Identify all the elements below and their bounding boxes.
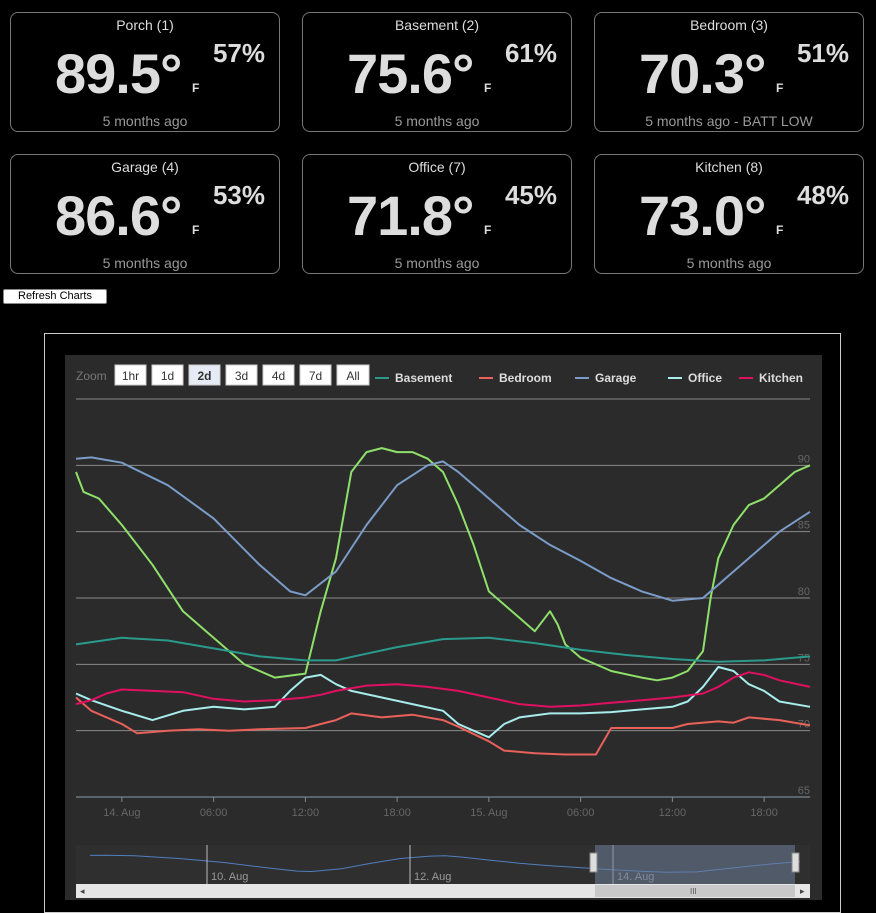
scrollbar-grip-icon: III bbox=[690, 887, 697, 896]
sensor-name: Garage (4) bbox=[111, 159, 179, 175]
sensor-name: Bedroom (3) bbox=[690, 17, 768, 33]
x-tick-label: 14. Aug bbox=[103, 807, 140, 819]
navigator-selection[interactable] bbox=[595, 845, 795, 884]
last-updated: 5 months ago bbox=[102, 113, 188, 129]
temperature-unit: F bbox=[192, 81, 200, 95]
temperature-value: 86.6° bbox=[55, 184, 182, 247]
y-tick-label: 65 bbox=[798, 785, 810, 797]
last-updated: 5 months ago bbox=[686, 255, 772, 271]
last-updated: 5 months ago - BATT LOW bbox=[645, 113, 813, 129]
humidity-value: 53% bbox=[212, 180, 266, 210]
navigator-scrollbar-thumb[interactable] bbox=[595, 885, 795, 897]
temperature-unit: F bbox=[776, 223, 784, 237]
temperature-value: 70.3° bbox=[639, 42, 766, 105]
sensor-card-bedroom: Bedroom (3) 70.3° F 51% 5 months ago - B… bbox=[594, 12, 864, 132]
series-line-basement bbox=[75, 636, 811, 663]
x-tick-label: 12:00 bbox=[659, 807, 687, 819]
navigator-handle-left[interactable] bbox=[589, 852, 598, 873]
humidity-value: 61% bbox=[504, 38, 558, 68]
zoom-button-1d[interactable] bbox=[151, 364, 184, 386]
legend-item-garage[interactable]: Garage bbox=[595, 371, 637, 385]
zoom-button-label: 7d bbox=[309, 369, 322, 383]
zoom-button-1hr[interactable] bbox=[114, 364, 147, 386]
zoom-button-3d[interactable] bbox=[225, 364, 258, 386]
y-tick-label: 90 bbox=[798, 453, 810, 465]
sensor-card-kitchen: Kitchen (8) 73.0° F 48% 5 months ago bbox=[594, 154, 864, 274]
zoom-button-label: 2d bbox=[197, 369, 211, 383]
legend-item-kitchen[interactable]: Kitchen bbox=[759, 371, 803, 385]
temperature-unit: F bbox=[192, 223, 200, 237]
x-tick-label: 12:00 bbox=[292, 807, 320, 819]
last-updated: 5 months ago bbox=[394, 113, 480, 129]
humidity-value: 45% bbox=[504, 180, 558, 210]
temperature-unit: F bbox=[484, 223, 492, 237]
sensor-card-basement: Basement (2) 75.6° F 61% 5 months ago bbox=[302, 12, 572, 132]
chart-legend: Basement Bedroom Garage Office Kitchen bbox=[375, 371, 803, 385]
chart-background bbox=[65, 355, 822, 900]
humidity-value: 48% bbox=[796, 180, 850, 210]
x-tick-label: 06:00 bbox=[200, 807, 228, 819]
legend-item-office[interactable]: Office bbox=[688, 371, 722, 385]
sensor-name: Office (7) bbox=[408, 159, 466, 175]
navigator-handle-right[interactable] bbox=[791, 852, 800, 873]
x-tick-label: 15. Aug bbox=[470, 807, 507, 819]
scroll-right-icon[interactable]: ▸ bbox=[800, 886, 805, 896]
x-tick-label: 18:00 bbox=[383, 807, 411, 819]
x-tick-label: 06:00 bbox=[567, 807, 595, 819]
sensor-card-office: Office (7) 71.8° F 45% 5 months ago bbox=[302, 154, 572, 274]
navigator-tick-label: 10. Aug bbox=[211, 871, 248, 883]
sensor-card-garage: Garage (4) 86.6° F 53% 5 months ago bbox=[10, 154, 280, 274]
refresh-charts-button[interactable]: Refresh Charts bbox=[3, 289, 107, 304]
series-line-office bbox=[75, 666, 811, 739]
navigator-tick-label: 12. Aug bbox=[414, 871, 451, 883]
y-tick-label: 75 bbox=[798, 652, 810, 664]
x-tick-label: 18:00 bbox=[750, 807, 778, 819]
sensor-card-porch: Porch (1) 89.5° F 57% 5 months ago bbox=[10, 12, 280, 132]
zoom-button-label: 4d bbox=[272, 369, 285, 383]
scroll-left-icon[interactable]: ◂ bbox=[80, 886, 85, 896]
temperature-unit: F bbox=[776, 81, 784, 95]
series-line-garage bbox=[75, 456, 811, 602]
sensor-name: Basement (2) bbox=[394, 17, 480, 33]
series-line-bedroom bbox=[75, 696, 811, 756]
temperature-value: 71.8° bbox=[347, 184, 474, 247]
zoom-button-All[interactable] bbox=[336, 364, 370, 386]
zoom-label: Zoom bbox=[76, 369, 107, 383]
humidity-value: 57% bbox=[212, 38, 266, 68]
temperature-value: 75.6° bbox=[347, 42, 474, 105]
zoom-button-label: 1hr bbox=[122, 369, 139, 383]
legend-item-basement[interactable]: Basement bbox=[395, 371, 452, 385]
legend-item-bedroom[interactable]: Bedroom bbox=[499, 371, 552, 385]
zoom-button-label: All bbox=[346, 369, 359, 383]
zoom-buttons: 1hr 1d 2d 3d 4d 7d All bbox=[114, 364, 370, 386]
zoom-button-label: 1d bbox=[161, 369, 174, 383]
zoom-button-7d[interactable] bbox=[299, 364, 332, 386]
chart-grid bbox=[76, 398, 810, 798]
last-updated: 5 months ago bbox=[102, 255, 188, 271]
humidity-value: 51% bbox=[796, 38, 850, 68]
temperature-unit: F bbox=[484, 81, 492, 95]
y-tick-label: 85 bbox=[798, 520, 810, 532]
x-axis-labels: 14. Aug 06:00 12:00 18:00 15. Aug 06:00 12:00 1… bbox=[103, 797, 778, 819]
y-tick-label: 80 bbox=[798, 586, 810, 598]
chart-series bbox=[75, 447, 811, 756]
series-line-kitchen bbox=[75, 671, 811, 708]
zoom-button-2d[interactable] bbox=[188, 364, 221, 386]
sensor-name: Kitchen (8) bbox=[695, 159, 763, 175]
zoom-button-4d[interactable] bbox=[262, 364, 295, 386]
temperature-value: 89.5° bbox=[55, 42, 182, 105]
zoom-button-label: 3d bbox=[235, 369, 248, 383]
last-updated: 5 months ago bbox=[394, 255, 480, 271]
temperature-value: 73.0° bbox=[639, 184, 766, 247]
sensor-name: Porch (1) bbox=[116, 17, 174, 33]
